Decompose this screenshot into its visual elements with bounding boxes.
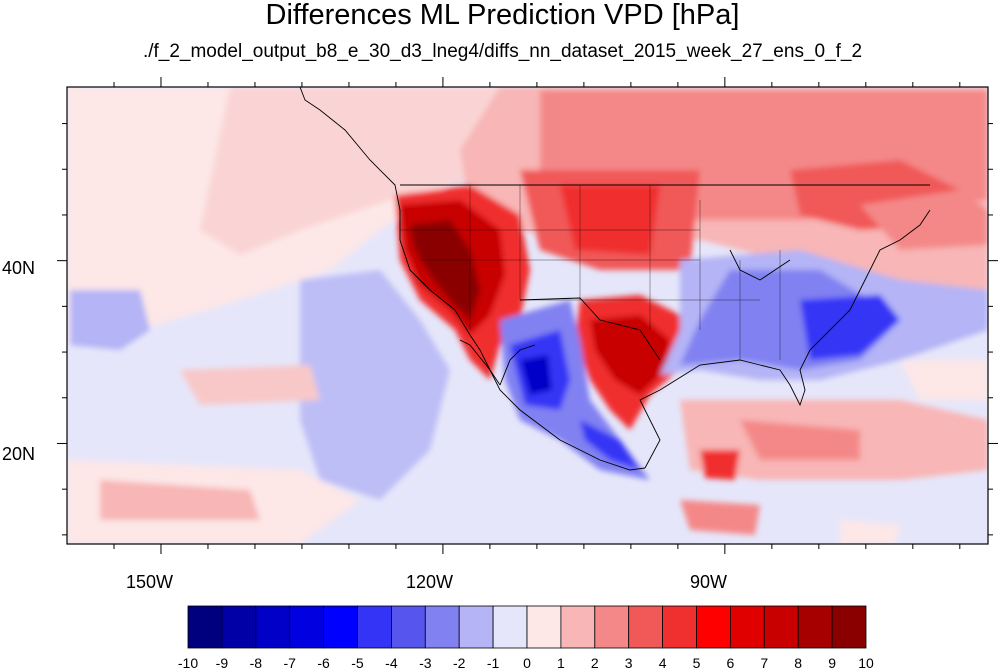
colorbar-swatch <box>526 605 562 649</box>
colorbar-swatch <box>628 605 664 649</box>
colorbar-swatch <box>763 605 799 649</box>
y-tick-label-40n: 40N <box>2 258 36 278</box>
coastlines <box>299 87 931 471</box>
colorbar-tick-label: -6 <box>317 655 330 671</box>
colorbar-swatch <box>357 605 392 649</box>
colorbar-tick-label: 6 <box>726 655 735 671</box>
colorbar-swatch <box>289 605 325 649</box>
colorbar-tick-label: -4 <box>385 655 398 671</box>
colorbar-tick-label: -5 <box>351 655 364 671</box>
colorbar-tick-label: 3 <box>624 655 633 671</box>
colorbar-swatch <box>560 605 596 649</box>
colorbar-tick-label: -9 <box>215 655 229 671</box>
colorbar-tick-label: 9 <box>828 655 836 671</box>
field-layer <box>67 87 988 544</box>
colorbar-swatch <box>730 605 765 649</box>
state-borders <box>400 185 781 360</box>
colorbar-swatch <box>458 605 494 649</box>
colorbar-tick-label: -1 <box>486 655 500 671</box>
axis-ticks <box>57 77 998 554</box>
colorbar-tick-label: -8 <box>249 655 263 671</box>
colorbar-swatch <box>187 605 223 649</box>
colorbar-tick-label: -2 <box>452 655 466 671</box>
colorbar-swatch <box>221 605 257 649</box>
map-title: Differences ML Prediction VPD [hPa] <box>265 0 740 31</box>
colorbar-tick-label: 10 <box>858 655 874 671</box>
colorbar-tick-label: -10 <box>177 655 199 671</box>
y-tick-label-20n: 20N <box>2 444 36 464</box>
colorbar-tick-label: 0 <box>523 655 531 671</box>
colorbar-swatch <box>831 605 867 649</box>
colorbar-swatch <box>797 605 833 649</box>
colorbar-tick-label: -3 <box>419 655 432 671</box>
colorbar-tick-label: 7 <box>760 655 769 671</box>
colorbar-swatch <box>662 605 697 649</box>
colorbar-swatch <box>696 605 731 649</box>
map-frame <box>66 86 989 545</box>
colorbar-tick-label: 2 <box>590 655 599 671</box>
colorbar-tick-label: 1 <box>556 655 565 671</box>
colorbar-swatch <box>492 605 528 649</box>
x-tick-label-90w: 90W <box>690 572 728 592</box>
colorbar-swatch <box>323 605 358 649</box>
x-tick-label-120w: 120W <box>406 572 454 592</box>
map-subtitle: ./f_2_model_output_b8_e_30_d3_lneg4/diff… <box>142 41 863 62</box>
colorbar-swatch <box>594 605 630 649</box>
colorbar-tick-label: -7 <box>283 655 296 671</box>
colorbar-swatch <box>390 605 426 649</box>
x-tick-label-150w: 150W <box>126 572 174 592</box>
colorbar-tick-label: 8 <box>794 655 803 671</box>
colorbar-tick-label: 4 <box>658 655 667 671</box>
colorbar-swatch <box>424 605 460 649</box>
colorbar-swatch <box>255 605 291 649</box>
colorbar-tick-label: 5 <box>692 655 701 671</box>
colorbar <box>187 605 867 649</box>
